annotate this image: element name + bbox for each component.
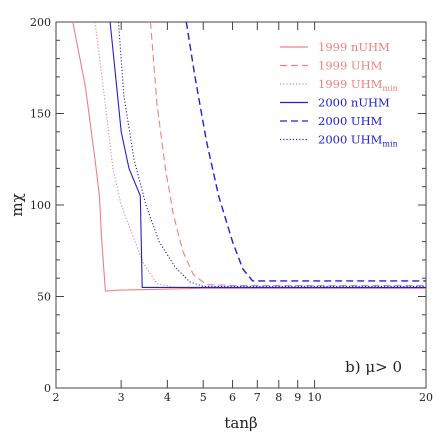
- x-tick-label: 8: [275, 391, 282, 404]
- series-line-1: [149, 21, 426, 287]
- y-axis-label: mχ: [8, 193, 26, 216]
- legend: 1999 nUHM 1999 UHM 1999 UHMmin 2000 nUHM 200…: [280, 40, 398, 149]
- x-tick-label: 10: [308, 391, 322, 404]
- legend-label-5: 2000 UHMmin: [318, 133, 398, 149]
- y-tick-label: 200: [30, 16, 51, 29]
- series-line-0: [72, 21, 426, 292]
- y-tick-label: 100: [30, 199, 51, 212]
- series-line-3: [109, 21, 426, 288]
- x-axis-label: tanβ: [224, 414, 257, 432]
- x-tick-label: 5: [200, 391, 207, 404]
- x-tick-label: 9: [294, 391, 301, 404]
- x-tick-label: 6: [229, 391, 236, 404]
- legend-label-0: 1999 nUHM: [318, 40, 390, 54]
- series-line-5: [117, 21, 426, 287]
- legend-label-3: 2000 nUHM: [318, 96, 390, 110]
- legend-label-1: 1999 UHM: [318, 59, 383, 73]
- legend-label-2: 1999 UHMmin: [318, 77, 398, 93]
- x-tick-label: 2: [53, 391, 60, 404]
- y-tick-label: 50: [37, 291, 51, 304]
- series-line-4: [185, 21, 426, 282]
- series-group: [72, 21, 426, 292]
- y-tick-label: 150: [30, 108, 51, 121]
- x-tick-label: 7: [254, 391, 261, 404]
- y-tick-label: 0: [44, 382, 51, 395]
- x-tick-label: 4: [164, 391, 171, 404]
- x-tick-label: 3: [118, 391, 125, 404]
- x-tick-label: 20: [419, 391, 433, 404]
- annotation: b) μ> 0: [345, 358, 402, 376]
- legend-label-4: 2000 UHM: [318, 114, 383, 128]
- series-line-2: [94, 21, 426, 288]
